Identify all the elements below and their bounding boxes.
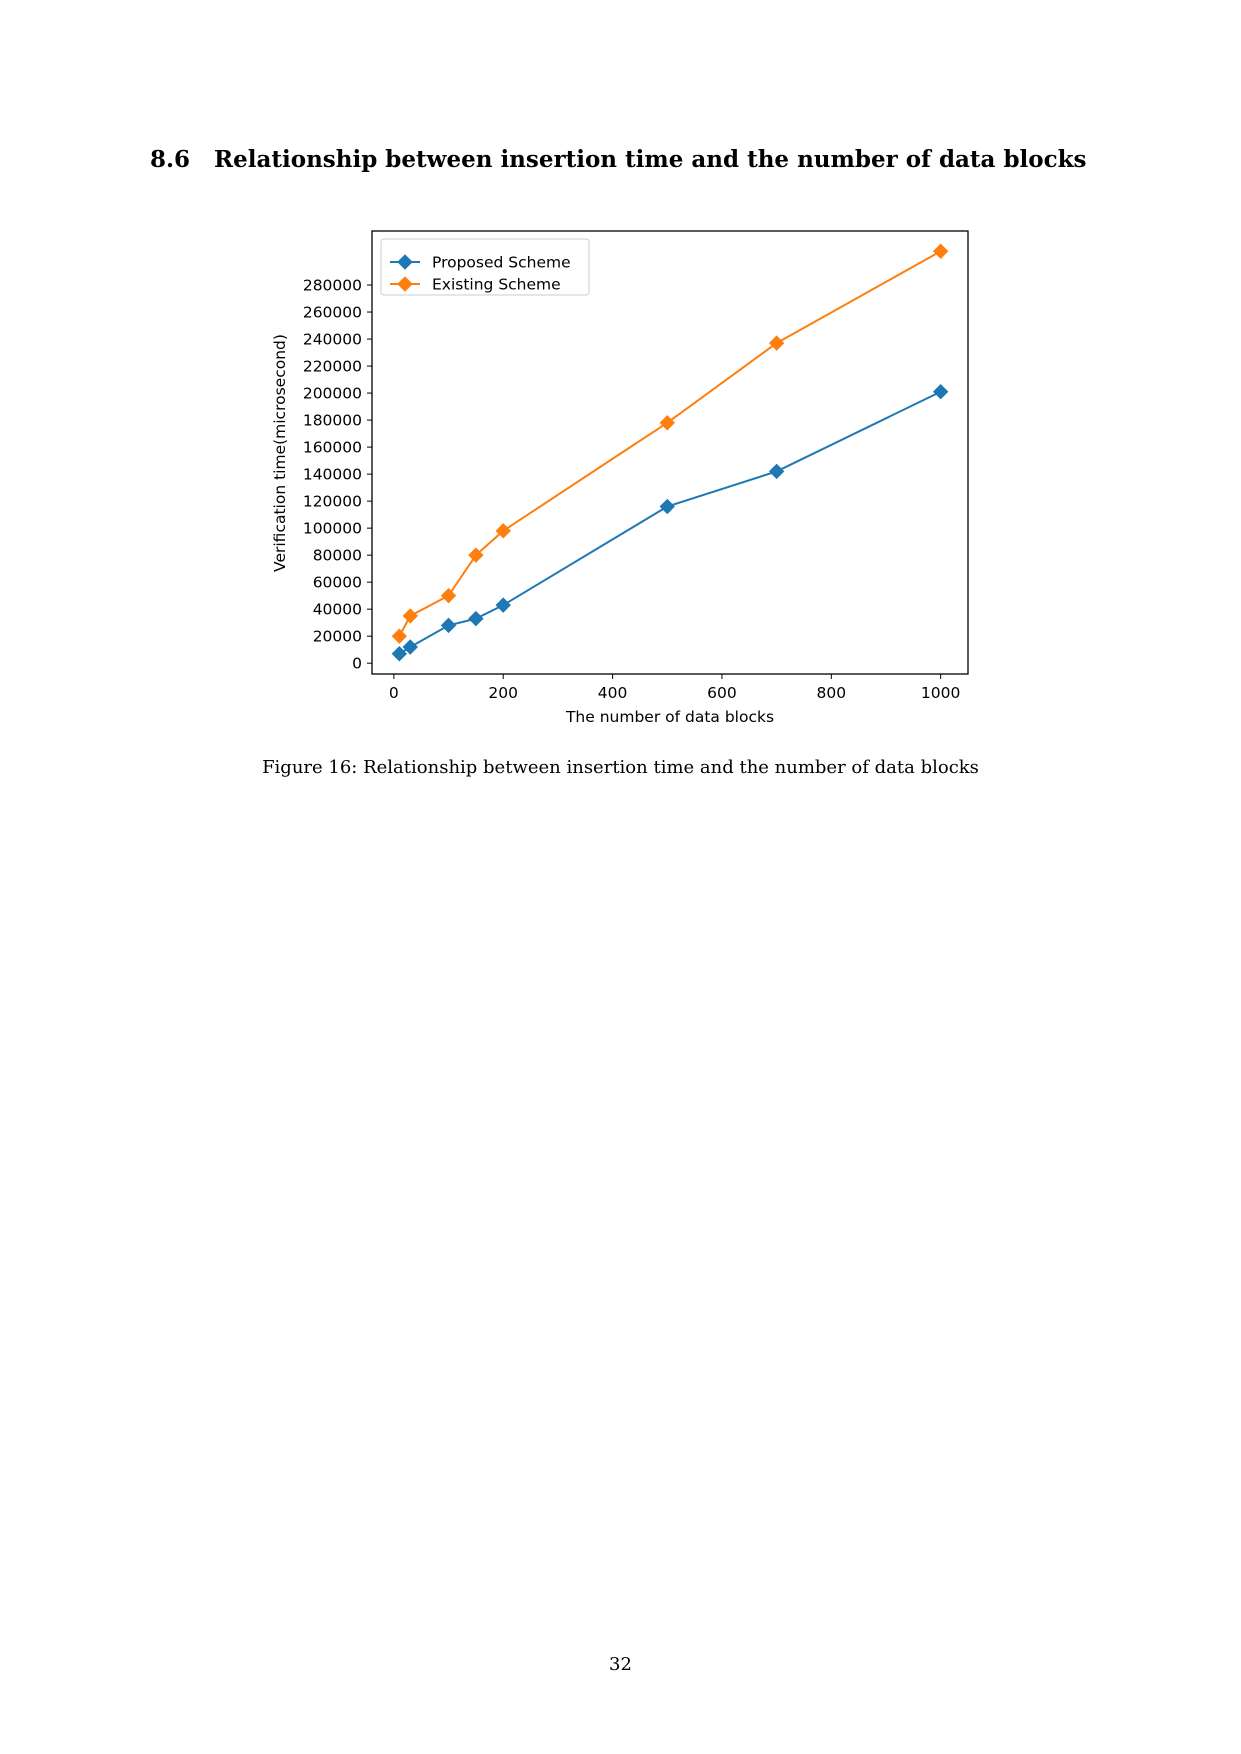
series-line [398,250,942,637]
y-tick-label: 100000 [303,520,362,538]
data-point [659,415,675,431]
legend-box [380,238,590,296]
data-point [659,498,675,515]
y-tick-label: 40000 [313,601,362,619]
series-line [398,390,942,655]
data-point [495,523,511,539]
x-axis-label: The number of data blocks [565,708,774,726]
x-tick-label: 800 [817,684,847,702]
legend-marker [397,276,413,292]
y-tick-label: 220000 [303,358,362,376]
data-point [440,587,457,604]
y-tick-label: 180000 [303,412,362,430]
figure-caption: Figure 16: Relationship between insertio… [262,757,979,778]
plot-frame [371,230,969,675]
y-tick-label: 120000 [303,493,362,511]
x-tick-label: 200 [488,684,518,702]
data-point [932,384,949,400]
y-tick-label: 0 [352,655,362,673]
data-point [391,646,408,662]
data-point [402,608,418,624]
series-existing-scheme [391,243,949,644]
data-point [768,463,785,480]
data-point [402,639,418,655]
x-tick-label: 1000 [921,684,960,702]
data-point [468,547,484,563]
legend-label: Existing Scheme [432,276,561,294]
section-number: 8.6 [150,146,191,173]
legend-marker [397,254,413,270]
y-tick-label: 160000 [303,439,362,457]
data-point [932,243,949,259]
y-tick-label: 60000 [313,574,362,592]
y-tick-label: 200000 [303,385,362,403]
legend-entries: Proposed Scheme Existing Scheme [390,254,571,294]
data-point [495,597,511,613]
y-tick-label: 240000 [303,331,362,349]
page-number: 32 [609,1654,632,1675]
y-tick-label: 80000 [313,547,362,565]
x-axis-ticks: 0 200 400 600 800 1000 [389,674,960,702]
data-point [391,628,408,644]
x-tick-label: 600 [707,684,737,702]
line-chart: 0 200 400 600 800 1000 0 20000 40000 60000 80000 1… [271,230,969,726]
x-tick-label: 0 [389,684,399,702]
section-heading: 8.6 Relationship between insertion time a… [150,146,1087,174]
data-point [468,610,484,627]
section-title: Relationship between insertion time and … [214,146,1087,173]
y-tick-label: 280000 [303,277,362,295]
y-tick-label: 260000 [303,304,362,322]
y-tick-label: 20000 [313,628,362,646]
data-point [440,617,457,634]
legend: Proposed Scheme Existing Scheme [380,238,590,296]
y-tick-label: 140000 [303,466,362,484]
x-tick-label: 400 [598,684,628,702]
y-axis-ticks: 0 20000 40000 60000 80000 100000 120000 140000 1… [303,277,372,673]
legend-label: Proposed Scheme [432,254,571,272]
series-layer [391,243,949,662]
series-proposed-scheme [391,384,949,662]
y-axis-label: Verification time(microsecond) [271,334,289,572]
data-point [768,335,785,351]
